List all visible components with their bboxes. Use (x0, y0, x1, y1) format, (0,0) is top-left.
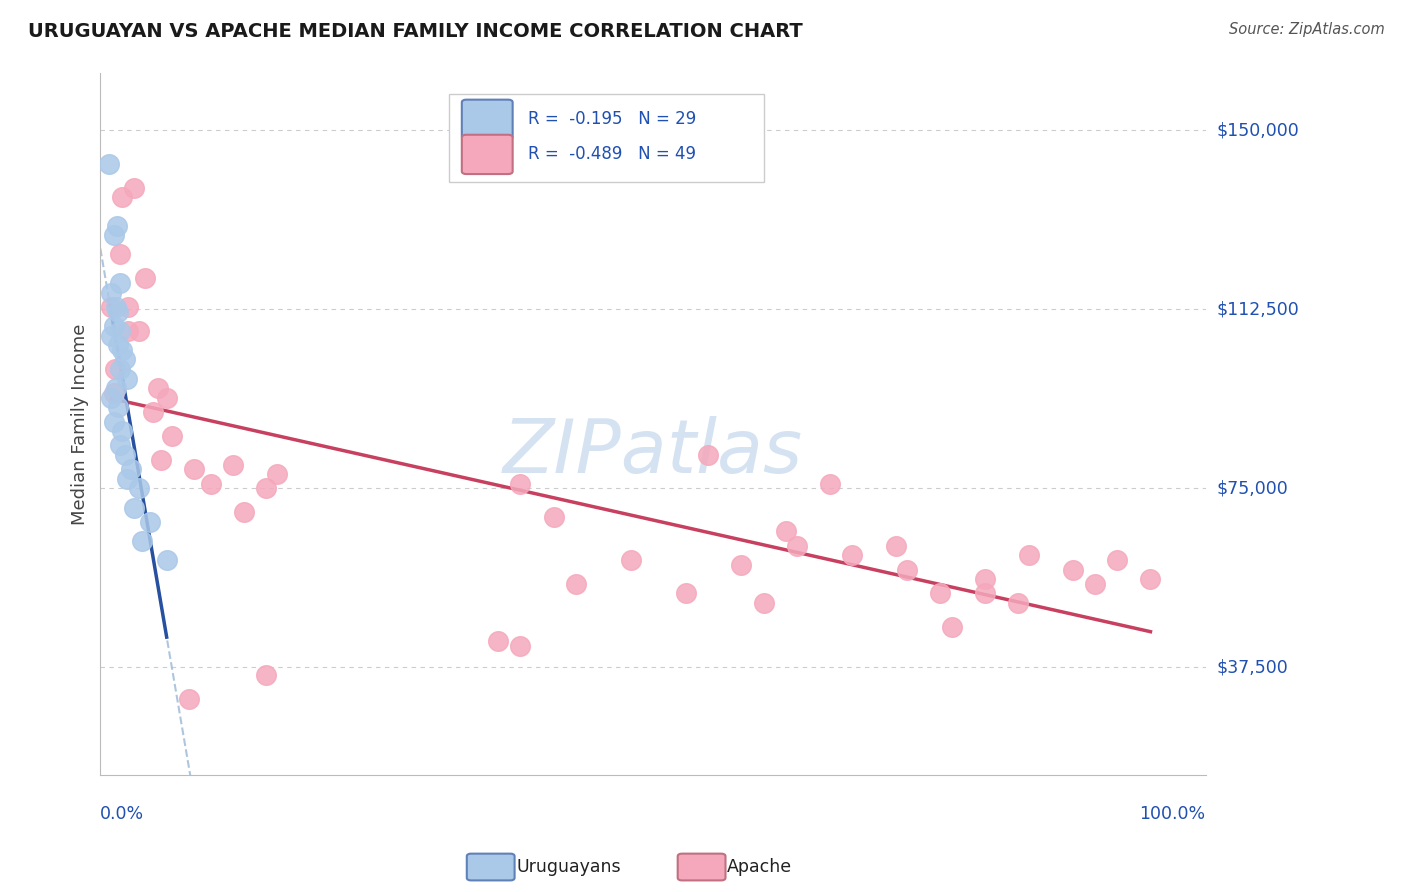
Point (128, 324, 150, 338)
Point (177, 691, 200, 706)
Point (973, 586, 995, 600)
Point (160, 429, 183, 443)
Point (111, 190, 134, 204)
Point (1007, 596, 1029, 610)
Point (110, 438, 132, 452)
Point (254, 482, 277, 496)
Text: 100.0%: 100.0% (1140, 805, 1206, 823)
Point (142, 405, 165, 419)
Point (114, 448, 136, 462)
Point (156, 553, 179, 567)
Point (104, 300, 127, 314)
Point (110, 362, 132, 376)
Point (104, 381, 127, 395)
Point (841, 548, 863, 562)
Point (98, 157, 121, 171)
Y-axis label: Median Family Income: Median Family Income (72, 323, 89, 524)
Point (115, 371, 138, 385)
Point (103, 415, 125, 429)
Point (139, 515, 162, 529)
Point (896, 563, 918, 577)
Point (183, 462, 205, 476)
Text: R =  -0.195   N = 29: R = -0.195 N = 29 (529, 111, 696, 128)
Point (509, 639, 531, 653)
Point (107, 304, 129, 318)
Point (775, 524, 797, 539)
Point (117, 300, 139, 314)
Point (111, 424, 134, 438)
Point (120, 462, 142, 476)
Point (131, 533, 153, 548)
Point (929, 586, 952, 600)
FancyBboxPatch shape (461, 100, 513, 139)
Point (100, 300, 122, 314)
Point (117, 324, 139, 338)
Point (486, 634, 509, 648)
Text: Uruguayans: Uruguayans (516, 858, 620, 876)
Point (103, 319, 125, 334)
Point (156, 391, 179, 405)
Point (115, 472, 138, 486)
Point (111, 343, 134, 357)
Point (100, 285, 122, 300)
Point (150, 452, 173, 467)
Point (100, 391, 122, 405)
Point (254, 667, 277, 681)
Text: $75,000: $75,000 (1216, 479, 1289, 498)
Point (233, 505, 256, 519)
Point (103, 228, 125, 243)
Text: Source: ZipAtlas.com: Source: ZipAtlas.com (1229, 22, 1385, 37)
Point (110, 247, 132, 261)
Point (620, 553, 643, 567)
Point (509, 476, 531, 491)
Point (107, 401, 129, 415)
Point (697, 448, 720, 462)
Point (107, 338, 129, 352)
Text: 0.0%: 0.0% (100, 805, 145, 823)
Point (134, 271, 156, 285)
Text: R =  -0.489   N = 49: R = -0.489 N = 49 (529, 145, 696, 163)
Point (786, 539, 808, 553)
Point (266, 467, 288, 481)
Point (146, 381, 169, 395)
Point (122, 180, 145, 194)
Point (110, 324, 132, 338)
Point (105, 219, 128, 233)
Text: $150,000: $150,000 (1216, 121, 1299, 139)
Point (222, 458, 245, 472)
Point (103, 385, 125, 400)
Point (752, 596, 775, 610)
Point (1084, 577, 1107, 591)
Text: Apache: Apache (727, 858, 792, 876)
Text: $37,500: $37,500 (1216, 658, 1289, 676)
Point (1107, 553, 1129, 567)
Point (564, 577, 586, 591)
Text: ZIPatlas: ZIPatlas (503, 416, 803, 488)
Point (110, 276, 132, 290)
Point (200, 476, 222, 491)
Point (730, 558, 752, 572)
Point (122, 500, 145, 515)
FancyBboxPatch shape (449, 94, 763, 182)
Point (973, 572, 995, 586)
Point (818, 476, 841, 491)
Point (884, 539, 907, 553)
Point (941, 620, 963, 634)
Point (1018, 548, 1040, 562)
Text: $112,500: $112,500 (1216, 301, 1299, 318)
Point (543, 510, 565, 524)
Point (114, 352, 136, 367)
Point (1139, 572, 1161, 586)
Point (1062, 563, 1084, 577)
Text: URUGUAYAN VS APACHE MEDIAN FAMILY INCOME CORRELATION CHART: URUGUAYAN VS APACHE MEDIAN FAMILY INCOME… (28, 22, 803, 41)
Point (100, 328, 122, 343)
Point (675, 586, 697, 600)
FancyBboxPatch shape (461, 135, 513, 174)
Point (104, 362, 127, 376)
Point (128, 482, 150, 496)
